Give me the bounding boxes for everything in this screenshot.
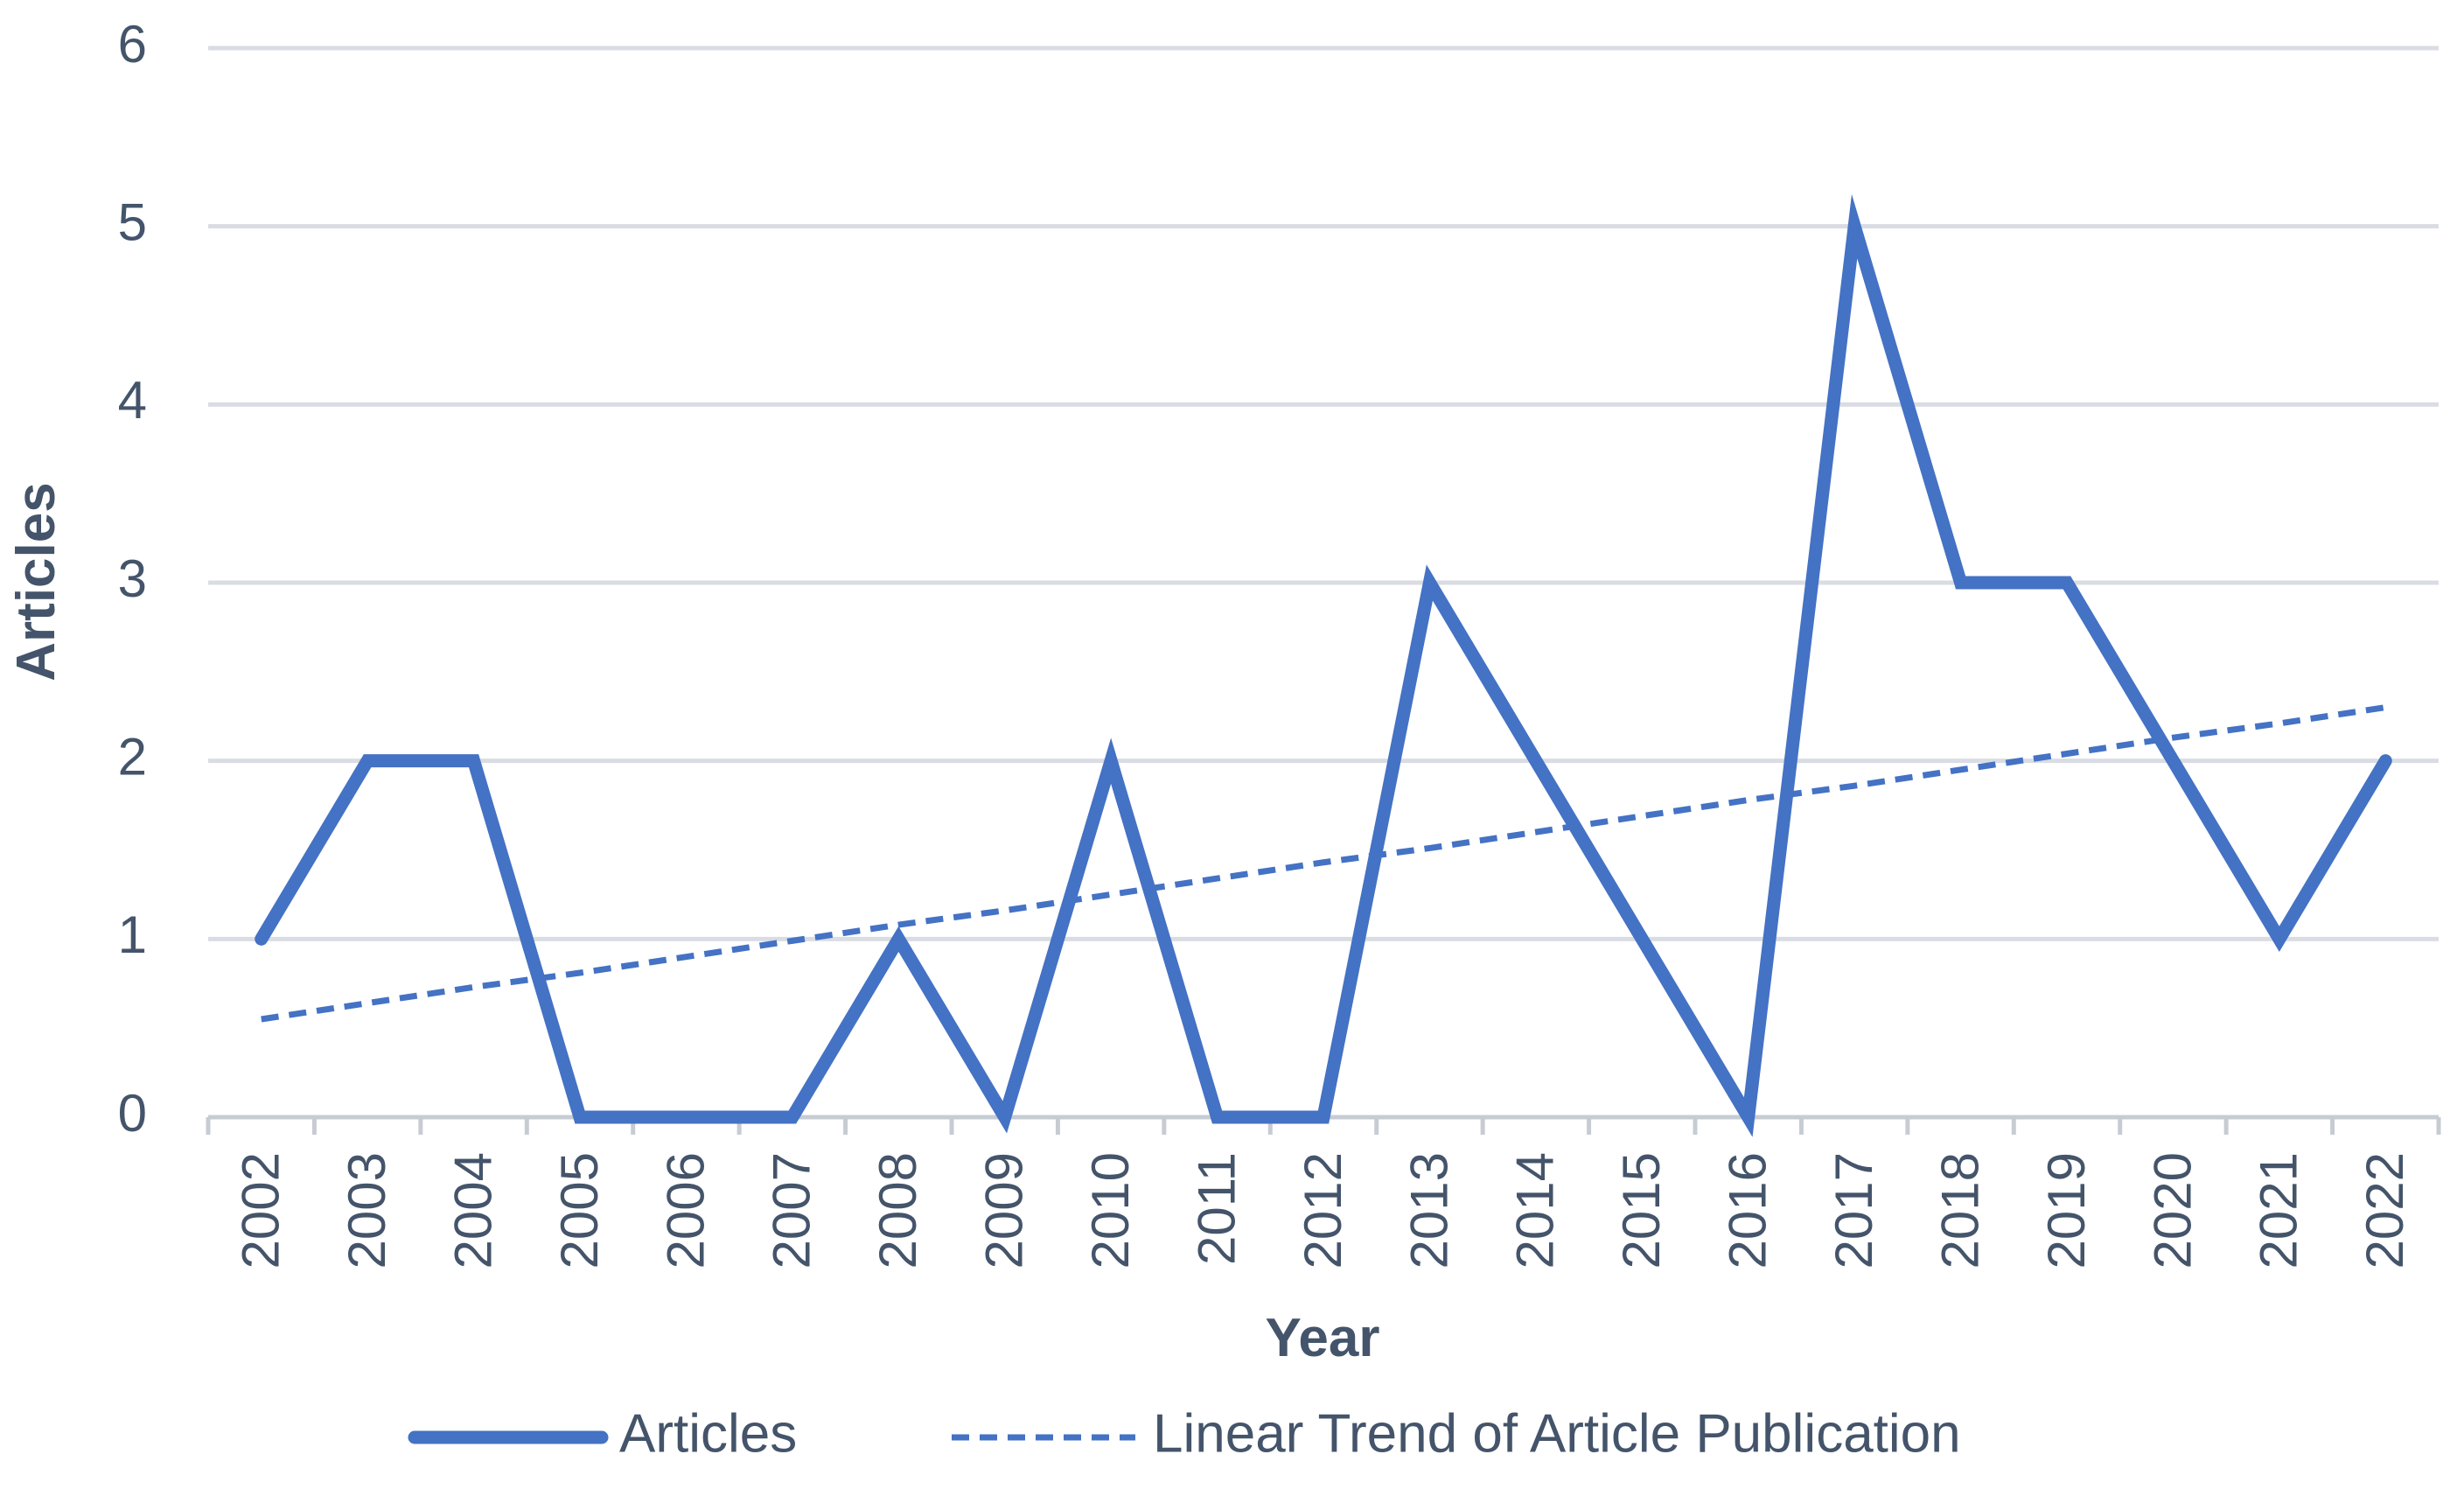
y-axis-ticks: 0 1 2 3 4 5 6 [118, 15, 147, 1143]
x-tick-label: 2012 [1294, 1152, 1352, 1269]
x-tick-label: 2008 [869, 1152, 927, 1269]
x-tick-label: 2021 [2250, 1152, 2308, 1269]
x-tick-label: 2005 [550, 1152, 609, 1269]
trend-line [261, 704, 2386, 1023]
series-lines [255, 193, 2392, 1137]
x-tick-label: 2017 [1825, 1152, 1883, 1269]
x-tick-label: 2002 [232, 1152, 290, 1269]
legend-label: Articles [619, 1403, 797, 1464]
x-tick-label: 2013 [1400, 1152, 1458, 1269]
x-tick-label: 2022 [2356, 1152, 2414, 1269]
x-axis-title: Year [1265, 1308, 1379, 1368]
y-tick-label: 5 [118, 193, 147, 252]
x-tick-label: 2010 [1081, 1152, 1140, 1269]
y-tick-label: 1 [118, 905, 147, 964]
y-tick-label: 6 [118, 15, 147, 73]
y-tick-label: 4 [118, 371, 147, 430]
y-tick-label: 2 [118, 728, 147, 786]
gridlines [208, 45, 2439, 941]
x-tick-label: 2016 [1719, 1152, 1777, 1269]
x-tick-label: 2004 [443, 1152, 502, 1269]
x-axis-ticks: 2002 2003 2004 2005 2006 2007 2008 2009 2010 2011… [232, 1152, 2415, 1269]
articles-line [255, 193, 2392, 1137]
x-tick-label: 2014 [1506, 1152, 1565, 1269]
y-tick-label: 3 [118, 549, 147, 608]
legend-label: Linear Trend of Article Publication [1153, 1403, 1961, 1464]
y-tick-label: 0 [118, 1084, 147, 1143]
x-tick-label: 2009 [975, 1152, 1034, 1269]
legend: Articles Linear Trend of Article Publicat… [408, 1403, 1961, 1464]
x-tick-label: 2020 [2143, 1152, 2202, 1269]
x-tick-label: 2018 [1930, 1152, 1989, 1269]
x-tick-label: 2015 [1612, 1152, 1671, 1269]
x-tick-label: 2003 [338, 1152, 396, 1269]
x-tick-label: 2011 [1187, 1152, 1246, 1265]
x-tick-label: 2006 [656, 1152, 715, 1269]
x-tick-label: 2019 [2037, 1152, 2096, 1269]
y-axis-title: Articles [6, 482, 66, 681]
x-tick-label: 2007 [763, 1152, 821, 1269]
